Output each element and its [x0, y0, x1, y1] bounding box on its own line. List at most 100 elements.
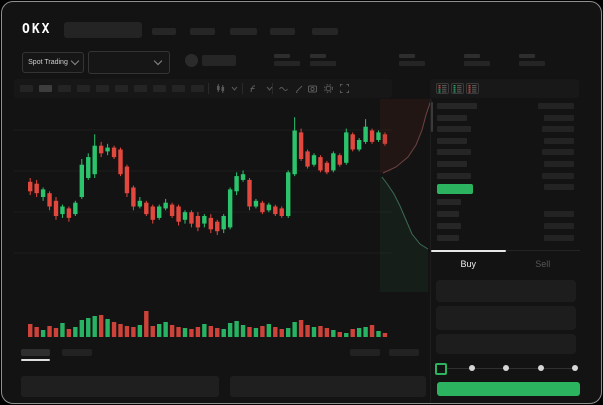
timeframe-button[interactable]: [134, 85, 147, 92]
book-bids-icon[interactable]: [451, 83, 464, 94]
volume-bar: [311, 327, 317, 337]
timeframe-button[interactable]: [115, 85, 128, 92]
bid-row[interactable]: [437, 223, 461, 229]
volume-bar: [227, 323, 233, 337]
timeframe-button[interactable]: [39, 85, 52, 92]
nav-item-skeleton[interactable]: [312, 28, 338, 35]
ask-row[interactable]: [542, 126, 574, 133]
bottom-action-skeleton[interactable]: [389, 349, 419, 356]
candlestick-chart[interactable]: [14, 97, 392, 342]
ask-row[interactable]: [437, 126, 471, 133]
slider-stop[interactable]: [503, 365, 510, 371]
order-field-price[interactable]: [436, 280, 576, 302]
volume-bar: [376, 331, 381, 337]
bid-row[interactable]: [544, 223, 574, 229]
bottom-tab-orders[interactable]: [21, 349, 50, 356]
ask-row[interactable]: [437, 137, 467, 144]
chevron-down-icon[interactable]: [229, 83, 240, 94]
ask-row[interactable]: [437, 172, 471, 179]
settings-icon[interactable]: [323, 83, 334, 94]
ask-row[interactable]: [437, 149, 471, 156]
ask-row[interactable]: [437, 103, 477, 109]
indicator-icon[interactable]: [248, 83, 259, 94]
line-tool-icon[interactable]: [278, 83, 289, 94]
book-asks-icon[interactable]: [466, 83, 479, 94]
search-input[interactable]: [64, 22, 142, 38]
nav-item-skeleton[interactable]: [190, 28, 215, 35]
ask-row[interactable]: [542, 172, 574, 179]
active-tab-indicator: [431, 250, 506, 252]
stat-label-skeleton: [399, 54, 415, 58]
volume-bar: [86, 318, 91, 337]
ask-row[interactable]: [544, 114, 574, 121]
slider-stop[interactable]: [571, 365, 578, 371]
timeframe-button[interactable]: [191, 85, 204, 92]
slider-handle[interactable]: [435, 363, 447, 375]
ask-row[interactable]: [437, 114, 467, 121]
tab-sell[interactable]: Sell: [535, 259, 551, 269]
nav-item-skeleton[interactable]: [152, 28, 176, 35]
ask-row[interactable]: [542, 149, 574, 156]
submit-buy-button[interactable]: [437, 382, 580, 396]
order-field-amount[interactable]: [436, 306, 576, 330]
order-field-total[interactable]: [436, 334, 576, 354]
nav-item-skeleton[interactable]: [230, 28, 257, 35]
tab-buy[interactable]: Buy: [460, 259, 476, 269]
ask-row[interactable]: [544, 184, 574, 190]
bottom-action-skeleton[interactable]: [350, 349, 380, 356]
orderbook-scrollbar[interactable]: [431, 102, 433, 132]
bottom-tab-underline: [21, 359, 50, 361]
trade-panel: Buy Sell: [430, 98, 580, 403]
fullscreen-icon[interactable]: [339, 83, 350, 94]
volume-bar: [234, 321, 239, 337]
ticker-stat-skeleton: [399, 54, 429, 70]
volume-bar: [202, 324, 207, 337]
nav-item-skeleton[interactable]: [270, 28, 295, 35]
bid-row[interactable]: [544, 211, 574, 217]
pair-select-dropdown[interactable]: [88, 51, 170, 74]
coin-avatar: [185, 54, 198, 67]
timeframe-button[interactable]: [96, 85, 109, 92]
timeframe-button[interactable]: [20, 85, 33, 92]
book-both-icon[interactable]: [436, 83, 449, 94]
okx-logo[interactable]: OKX: [22, 22, 52, 37]
ask-row[interactable]: [544, 161, 574, 167]
bid-row[interactable]: [437, 211, 459, 217]
timeframe-button[interactable]: [172, 85, 185, 92]
market-type-label: Spot Trading: [28, 59, 68, 66]
bid-row[interactable]: [437, 235, 459, 241]
volume-bar: [66, 329, 72, 337]
depth-chart[interactable]: [380, 97, 432, 292]
camera-icon[interactable]: [307, 83, 318, 94]
ask-row[interactable]: [544, 137, 574, 144]
bottom-tab-history[interactable]: [62, 349, 92, 356]
volume-bar: [286, 328, 291, 337]
timeframe-button[interactable]: [77, 85, 90, 92]
timeframe-button[interactable]: [153, 85, 166, 92]
market-type-dropdown[interactable]: Spot Trading: [22, 52, 84, 73]
slider-stop[interactable]: [469, 365, 476, 371]
chevron-down-icon[interactable]: [264, 83, 275, 94]
stat-value-skeleton: [399, 61, 425, 66]
volume-bar: [169, 325, 175, 337]
ask-row[interactable]: [538, 103, 574, 109]
timeframe-button[interactable]: [58, 85, 71, 92]
stat-value-skeleton: [310, 61, 336, 66]
stat-label-skeleton: [464, 54, 480, 58]
slider-stop[interactable]: [537, 365, 544, 371]
pair-name-skeleton: [202, 55, 236, 66]
volume-bar: [279, 329, 284, 337]
bid-row[interactable]: [544, 235, 574, 241]
volume-bar: [105, 319, 110, 337]
volume-bar: [137, 325, 143, 337]
volume-bar: [215, 328, 220, 337]
ask-row[interactable]: [437, 161, 467, 167]
ticker-stat-skeleton: [519, 54, 549, 70]
candle-style-icon[interactable]: [215, 83, 226, 94]
draw-icon[interactable]: [294, 83, 305, 94]
volume-bar: [331, 330, 336, 337]
last-price-badge[interactable]: [437, 184, 473, 194]
volume-bar: [344, 333, 349, 337]
bid-row[interactable]: [437, 199, 461, 205]
